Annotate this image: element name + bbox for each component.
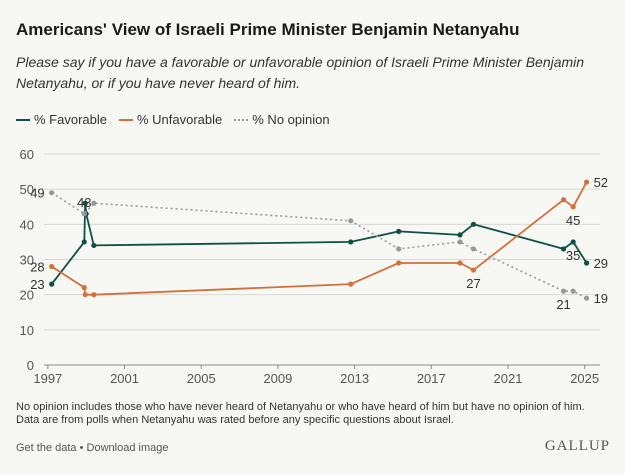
data-label: 19	[594, 291, 608, 306]
chart-subtitle: Please say if you have a favorable or un…	[16, 54, 585, 91]
data-point-no_opinion	[81, 211, 87, 217]
y-tick-label: 10	[20, 323, 34, 338]
footnote: No opinion includes those who have never…	[16, 401, 616, 427]
x-tick-label: 2001	[110, 371, 139, 386]
data-point-no_opinion	[91, 200, 97, 206]
x-tick-label: 2017	[417, 371, 446, 386]
data-point-no_opinion	[583, 295, 590, 301]
data-point-no_opinion	[457, 239, 463, 245]
y-tick-label: 50	[20, 182, 34, 197]
data-point-favorable	[81, 239, 87, 245]
data-point-unfavorable	[81, 285, 87, 291]
data-label: 21	[556, 297, 570, 312]
link-separator: •	[79, 442, 84, 454]
data-point-no_opinion	[470, 246, 477, 252]
data-label: 27	[466, 276, 480, 291]
legend-label-no-opinion: % No opinion	[252, 112, 330, 127]
data-point-favorable	[82, 200, 88, 206]
y-tick-label: 60	[20, 147, 34, 162]
data-label: 28	[30, 260, 44, 275]
data-point-no_opinion	[49, 190, 55, 196]
x-tick-label: 2021	[494, 371, 523, 386]
get-data-link[interactable]: Get the data	[16, 442, 77, 454]
label-layer: 49 43 28 23 27 52 45 35 29 21 19	[30, 175, 608, 312]
chart-legend: % Favorable % Unfavorable % No opinion	[16, 112, 342, 127]
series-line-no_opinion	[51, 192, 587, 299]
legend-swatch-favorable	[16, 118, 30, 121]
legend-swatch-unfavorable	[118, 118, 133, 121]
data-point-unfavorable	[457, 260, 463, 266]
chart-title: Americans' View of Israeli Prime Ministe…	[16, 20, 520, 39]
download-image-link[interactable]: Download image	[86, 442, 169, 454]
legend-label-unfavorable: % Unfavorable	[136, 112, 223, 127]
data-point-no_opinion	[396, 246, 402, 252]
data-label: 29	[594, 256, 608, 271]
data-point-no_opinion	[348, 218, 354, 224]
data-point-favorable	[457, 232, 463, 238]
data-label: 45	[566, 213, 580, 228]
gallup-logo: GALLUP	[544, 438, 610, 454]
x-tick-label: 1997	[33, 371, 62, 386]
data-point-favorable	[570, 239, 576, 245]
data-point-unfavorable	[348, 281, 354, 287]
data-point-favorable	[348, 239, 354, 245]
legend-swatch-no-opinion	[234, 118, 249, 121]
data-point-favorable	[583, 260, 590, 266]
data-point-favorable	[396, 228, 402, 234]
line-chart: 0 10 20 30 40 50 60 1997 2001 2005 2009 2013 2017 202…	[20, 147, 609, 386]
data-point-unfavorable	[470, 267, 477, 273]
x-tick-label: 2013	[340, 371, 369, 386]
data-point-unfavorable	[396, 260, 402, 266]
data-point-no_opinion	[560, 288, 567, 294]
data-label: 49	[30, 186, 44, 201]
data-point-unfavorable	[570, 204, 576, 210]
y-tick-label: 20	[20, 288, 34, 303]
y-tick-label: 30	[20, 253, 34, 268]
series-line-unfavorable	[51, 181, 588, 296]
data-point-favorable	[91, 242, 97, 249]
footnote-line-1: No opinion includes those who have never…	[16, 401, 585, 413]
data-point-unfavorable	[49, 263, 55, 270]
data-point-unfavorable	[91, 292, 97, 298]
data-point-favorable	[470, 221, 477, 227]
data-point-unfavorable	[560, 197, 567, 203]
footnote-line-2: Data are from polls when Netanyahu was r…	[16, 414, 454, 426]
y-tick-label: 40	[20, 217, 34, 232]
data-label: 23	[30, 277, 44, 292]
data-point-favorable	[49, 281, 55, 287]
data-point-no_opinion	[570, 288, 576, 294]
data-point-favorable	[560, 246, 567, 252]
series-layer	[49, 179, 590, 301]
x-tick-label: 2005	[187, 371, 216, 386]
legend-item-unfavorable: % Unfavorable	[118, 112, 223, 127]
legend-item-favorable: % Favorable	[16, 112, 107, 127]
x-tick-label: 2025	[570, 371, 599, 386]
y-tick-label: 0	[27, 358, 34, 373]
data-label: 52	[594, 175, 608, 190]
legend-label-favorable: % Favorable	[34, 112, 107, 127]
legend-item-no-opinion: % No opinion	[234, 112, 330, 127]
x-tick-label: 2009	[263, 371, 292, 386]
data-point-unfavorable	[82, 292, 88, 298]
data-label: 35	[566, 248, 580, 263]
data-point-unfavorable	[583, 179, 590, 185]
grid-layer: 0 10 20 30 40 50 60 1997 2001 2005 2009 2013 2017 202…	[20, 147, 600, 386]
data-label: 43	[77, 195, 91, 210]
footer-links: Get the data • Download image	[16, 442, 168, 454]
